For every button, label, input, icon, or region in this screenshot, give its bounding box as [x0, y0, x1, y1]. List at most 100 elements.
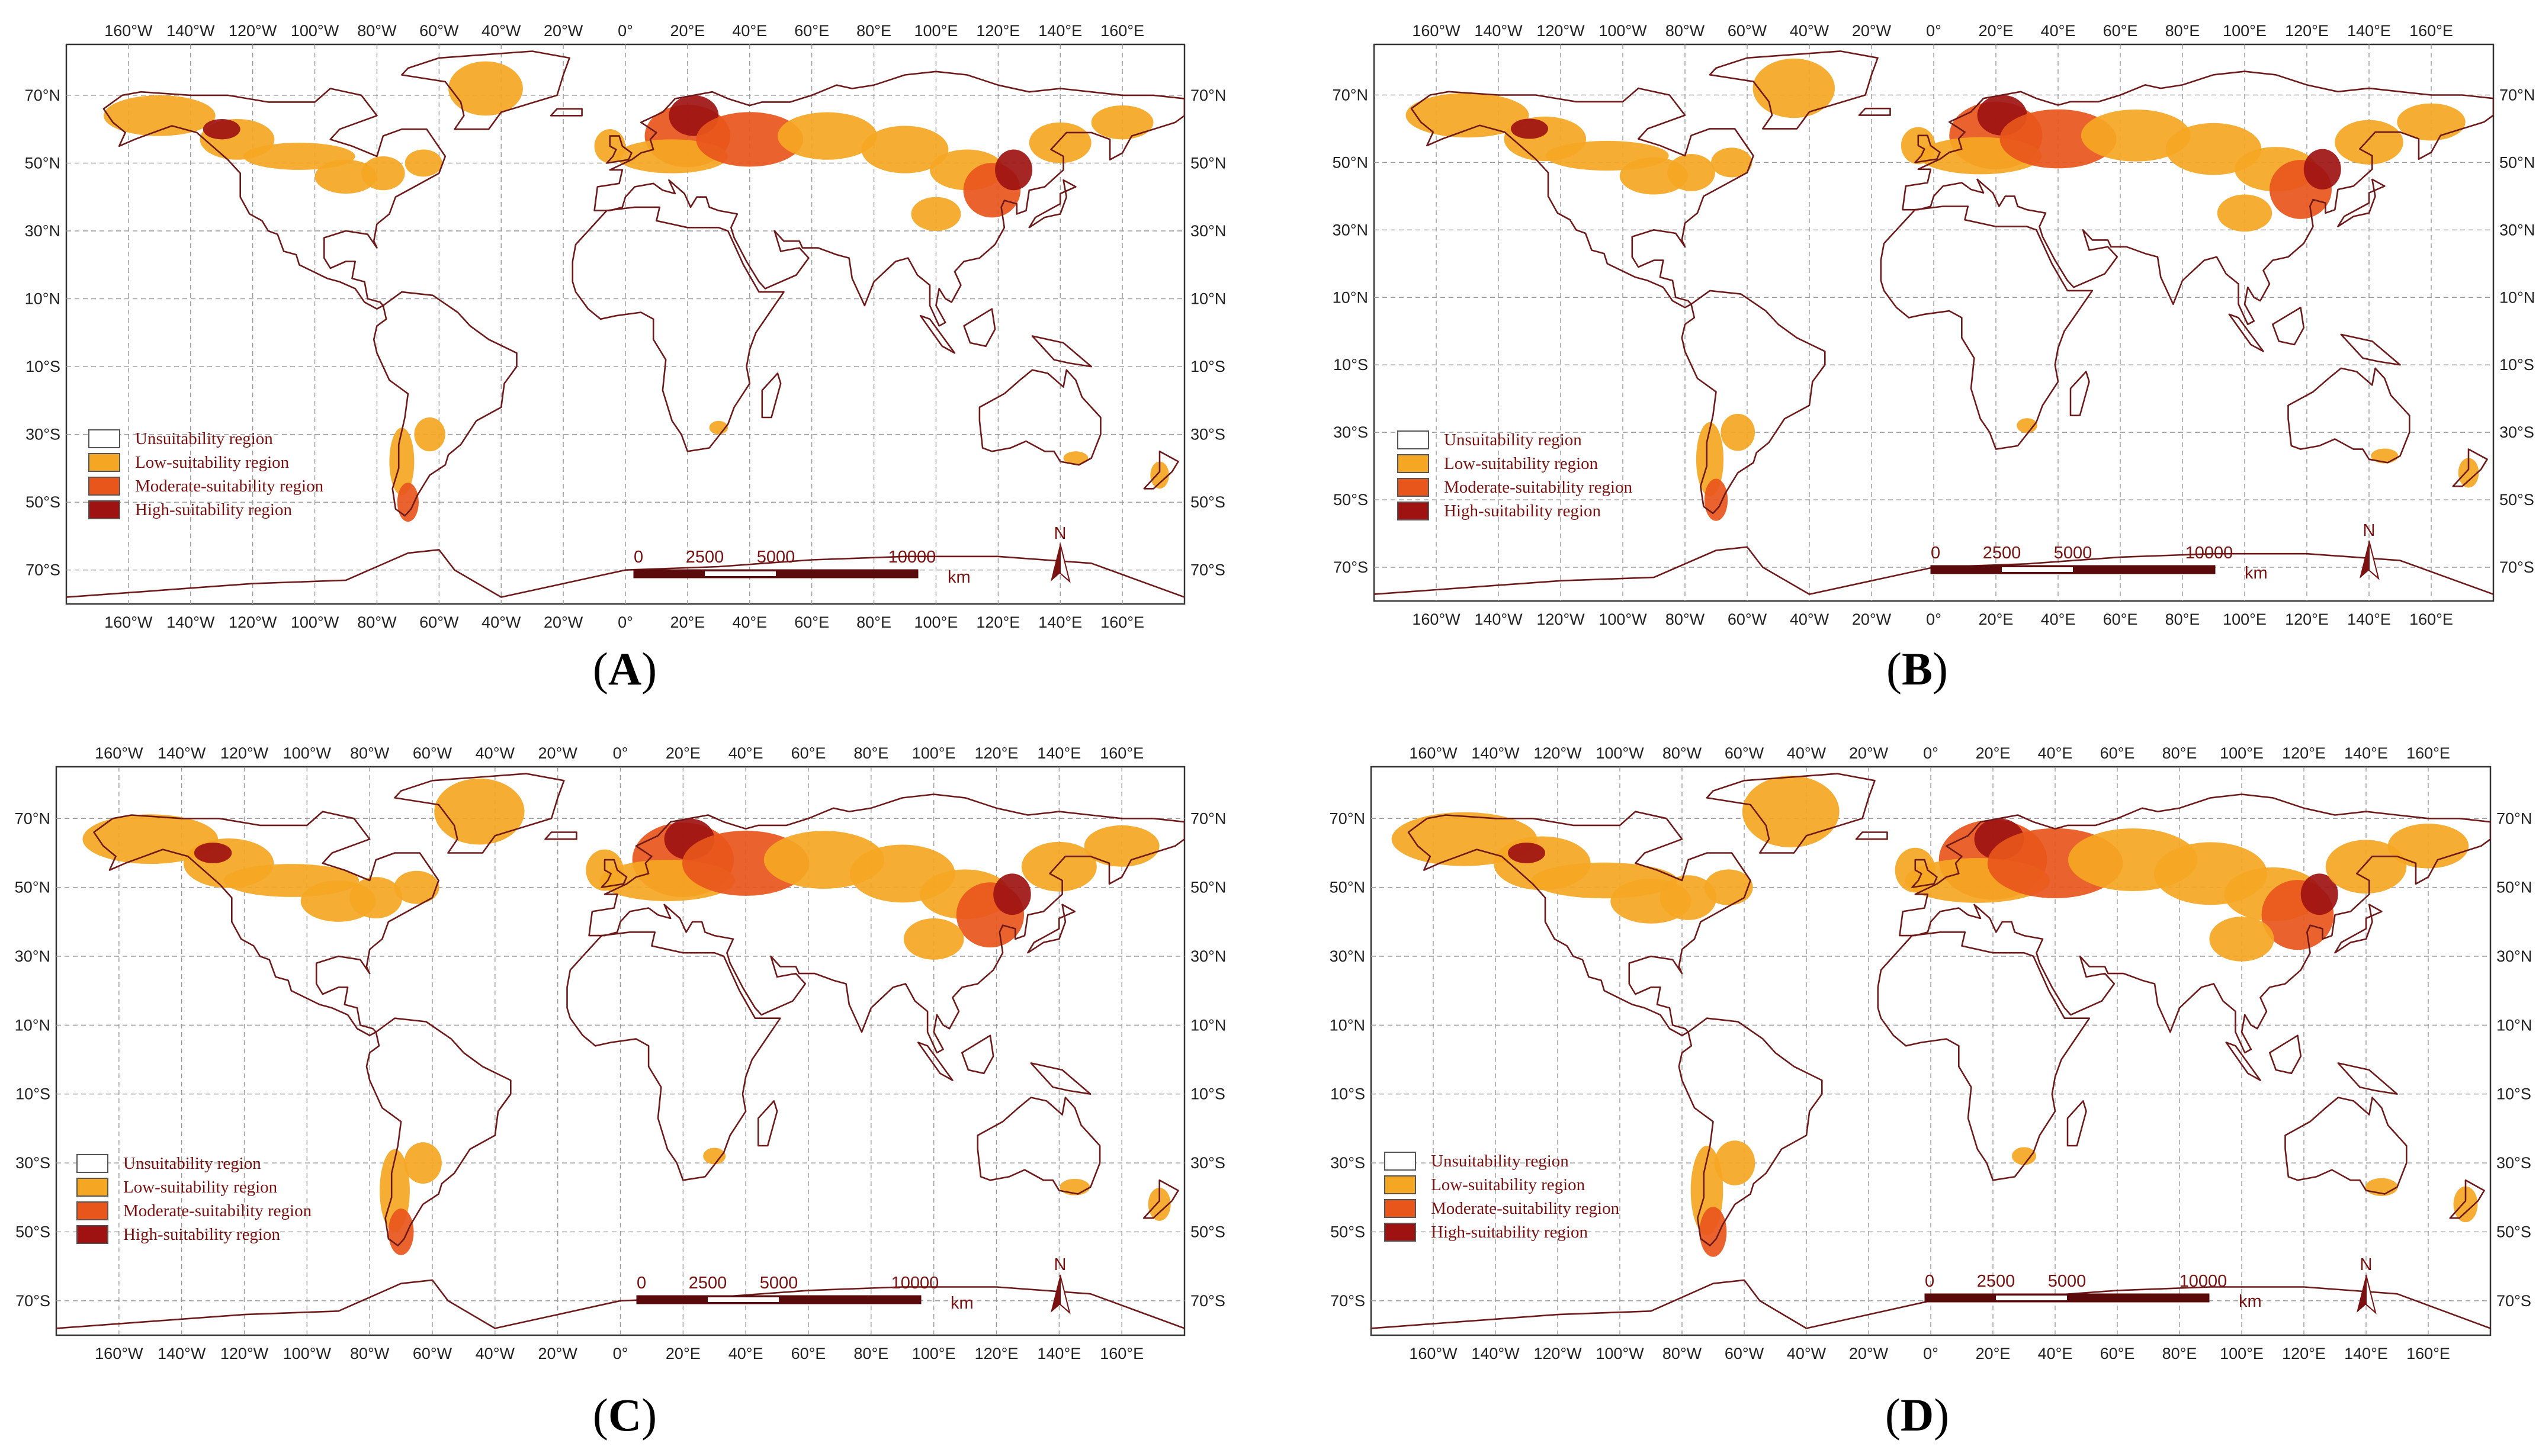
longitude-tick-label: 120°E — [2285, 22, 2329, 40]
panel-caption-letter: C — [608, 1389, 642, 1441]
map-svg: 160°W 160°W 140°W 140°W 120°W 120°W 100°W 100°W… — [1333, 22, 2535, 628]
longitude-tick-label: 60°E — [2100, 744, 2135, 762]
low-suitability-area — [1752, 58, 1835, 118]
landmass-southAmerica — [365, 1017, 512, 1247]
longitude-tick-label: 0° — [1923, 1345, 1938, 1362]
longitude-tick-label: 160°E — [2409, 22, 2453, 40]
landmass-newZealand — [2452, 448, 2488, 487]
longitude-tick-label: 120°W — [1536, 610, 1585, 628]
north-arrow-label: N — [1054, 524, 1067, 543]
latitude-tick-label: 50°S — [1190, 1223, 1225, 1240]
latitude-tick-label: 50°N — [1330, 879, 1365, 896]
north-arrow-icon — [2368, 540, 2380, 580]
latitude-tick-label: 70°S — [2499, 558, 2534, 576]
landmass-britain — [1911, 859, 1938, 888]
longitude-tick-label: 160°W — [1409, 1345, 1458, 1362]
longitude-tick-label: 20°W — [544, 613, 583, 631]
landmass-iceland — [1858, 107, 1891, 116]
legend-swatch — [1397, 502, 1429, 520]
longitude-tick-label: 140°E — [1038, 22, 1082, 40]
longitude-tick-label: 100°E — [2220, 744, 2264, 762]
longitude-tick-label: 80°E — [2165, 610, 2200, 628]
longitude-tick-label: 120°W — [220, 744, 269, 762]
latitude-tick-label: 30°N — [1333, 221, 1368, 239]
legend-swatch — [1384, 1175, 1416, 1194]
low-suitability-area — [2081, 109, 2191, 162]
latitude-tick-label: 30°N — [2499, 221, 2535, 239]
legend-label: Low-suitability region — [1431, 1175, 1585, 1194]
legend-swatch — [88, 429, 120, 448]
legend-swatch — [88, 453, 120, 472]
longitude-tick-label: 20°W — [1852, 610, 1892, 628]
latitude-tick-label: 10°S — [1190, 1085, 1225, 1103]
low-suitability-area — [2012, 1147, 2036, 1165]
legend-label: Unsuitability region — [135, 429, 273, 448]
low-suitability-area — [2387, 824, 2469, 869]
latitude-tick-label: 50°N — [2496, 879, 2532, 896]
legend-label: High-suitability region — [1431, 1223, 1588, 1242]
low-suitability-area — [1711, 147, 1752, 178]
longitude-tick-label: 20°E — [1979, 610, 2014, 628]
low-suitability-area — [2217, 194, 2272, 232]
legend-label: Unsuitability region — [1431, 1152, 1569, 1171]
latitude-tick-label: 70°N — [1190, 86, 1226, 104]
low-suitability-area — [414, 417, 445, 452]
low-suitability-area — [1704, 869, 1753, 905]
legend-label: Moderate-suitability region — [135, 477, 324, 496]
north-arrow-icon — [1051, 1275, 1060, 1313]
longitude-tick-label: 120°E — [2282, 744, 2326, 762]
longitude-tick-label: 80°E — [2165, 22, 2200, 40]
north-arrow-label: N — [2363, 521, 2376, 540]
legend-swatch — [1397, 430, 1429, 449]
landmass-eurasia — [593, 70, 1185, 327]
legend-swatch — [1384, 1199, 1416, 1218]
longitude-tick-label: 140°E — [2347, 22, 2391, 40]
landmass-australia — [977, 1097, 1101, 1195]
longitude-tick-label: 160°E — [2406, 744, 2450, 762]
landmass-iceland — [1855, 831, 1888, 840]
high-suitability-area — [1508, 843, 1545, 863]
longitude-tick-label: 120°W — [1533, 1345, 1582, 1362]
longitude-tick-label: 40°W — [482, 613, 521, 631]
longitude-tick-label: 60°E — [794, 613, 829, 631]
longitude-tick-label: 140°E — [2344, 1345, 2388, 1362]
latitude-tick-label: 70°N — [1330, 809, 1365, 827]
latitude-tick-label: 50°N — [2499, 153, 2535, 171]
longitude-tick-label: 60°E — [791, 744, 826, 762]
landmass-britain — [606, 135, 633, 164]
landmass-northAmerica — [93, 811, 439, 1037]
low-suitability-area — [2209, 917, 2274, 962]
longitude-tick-label: 40°E — [728, 744, 763, 762]
latitude-tick-label: 50°N — [25, 154, 60, 172]
landmass-greenland — [1706, 773, 1876, 854]
legend-swatch — [88, 477, 120, 496]
landmass-newGuinea — [2340, 333, 2401, 366]
landmass-borneo — [2272, 307, 2305, 346]
panel-caption-d: (D) — [1885, 1389, 1950, 1441]
latitude-tick-label: 70°N — [2499, 86, 2535, 104]
moderate-suitability-area — [1699, 1207, 1727, 1257]
longitude-tick-label: 20°W — [544, 22, 583, 40]
latitude-tick-label: 50°S — [2499, 491, 2534, 509]
north-arrow-icon — [1060, 543, 1071, 583]
longitude-tick-label: 160°E — [1100, 744, 1144, 762]
landmass-sumatra — [2228, 313, 2264, 352]
longitude-tick-label: 160°E — [2409, 610, 2453, 628]
landmass-newGuinea — [1031, 335, 1092, 368]
longitude-tick-label: 160°W — [104, 22, 153, 40]
longitude-tick-label: 100°W — [291, 613, 339, 631]
longitude-tick-label: 100°E — [912, 1345, 956, 1362]
map-panel-d: 160°W 160°W 140°W 140°W 120°W 120°W 100°W 100°W… — [1297, 722, 2539, 1456]
longitude-tick-label: 20°E — [1979, 22, 2014, 40]
longitude-tick-label: 160°E — [1100, 22, 1144, 40]
legend-swatch — [88, 500, 120, 519]
low-suitability-area — [1063, 451, 1089, 465]
legend-label: Low-suitability region — [123, 1178, 278, 1197]
legend-swatch — [76, 1154, 108, 1173]
scale-bar-label: 0 — [637, 1274, 646, 1293]
high-suitability-area — [2300, 873, 2338, 915]
longitude-tick-label: 80°E — [2162, 1345, 2197, 1362]
high-suitability-area — [203, 119, 240, 140]
landmass-australia — [2284, 1097, 2408, 1195]
longitude-tick-label: 100°E — [914, 22, 958, 40]
